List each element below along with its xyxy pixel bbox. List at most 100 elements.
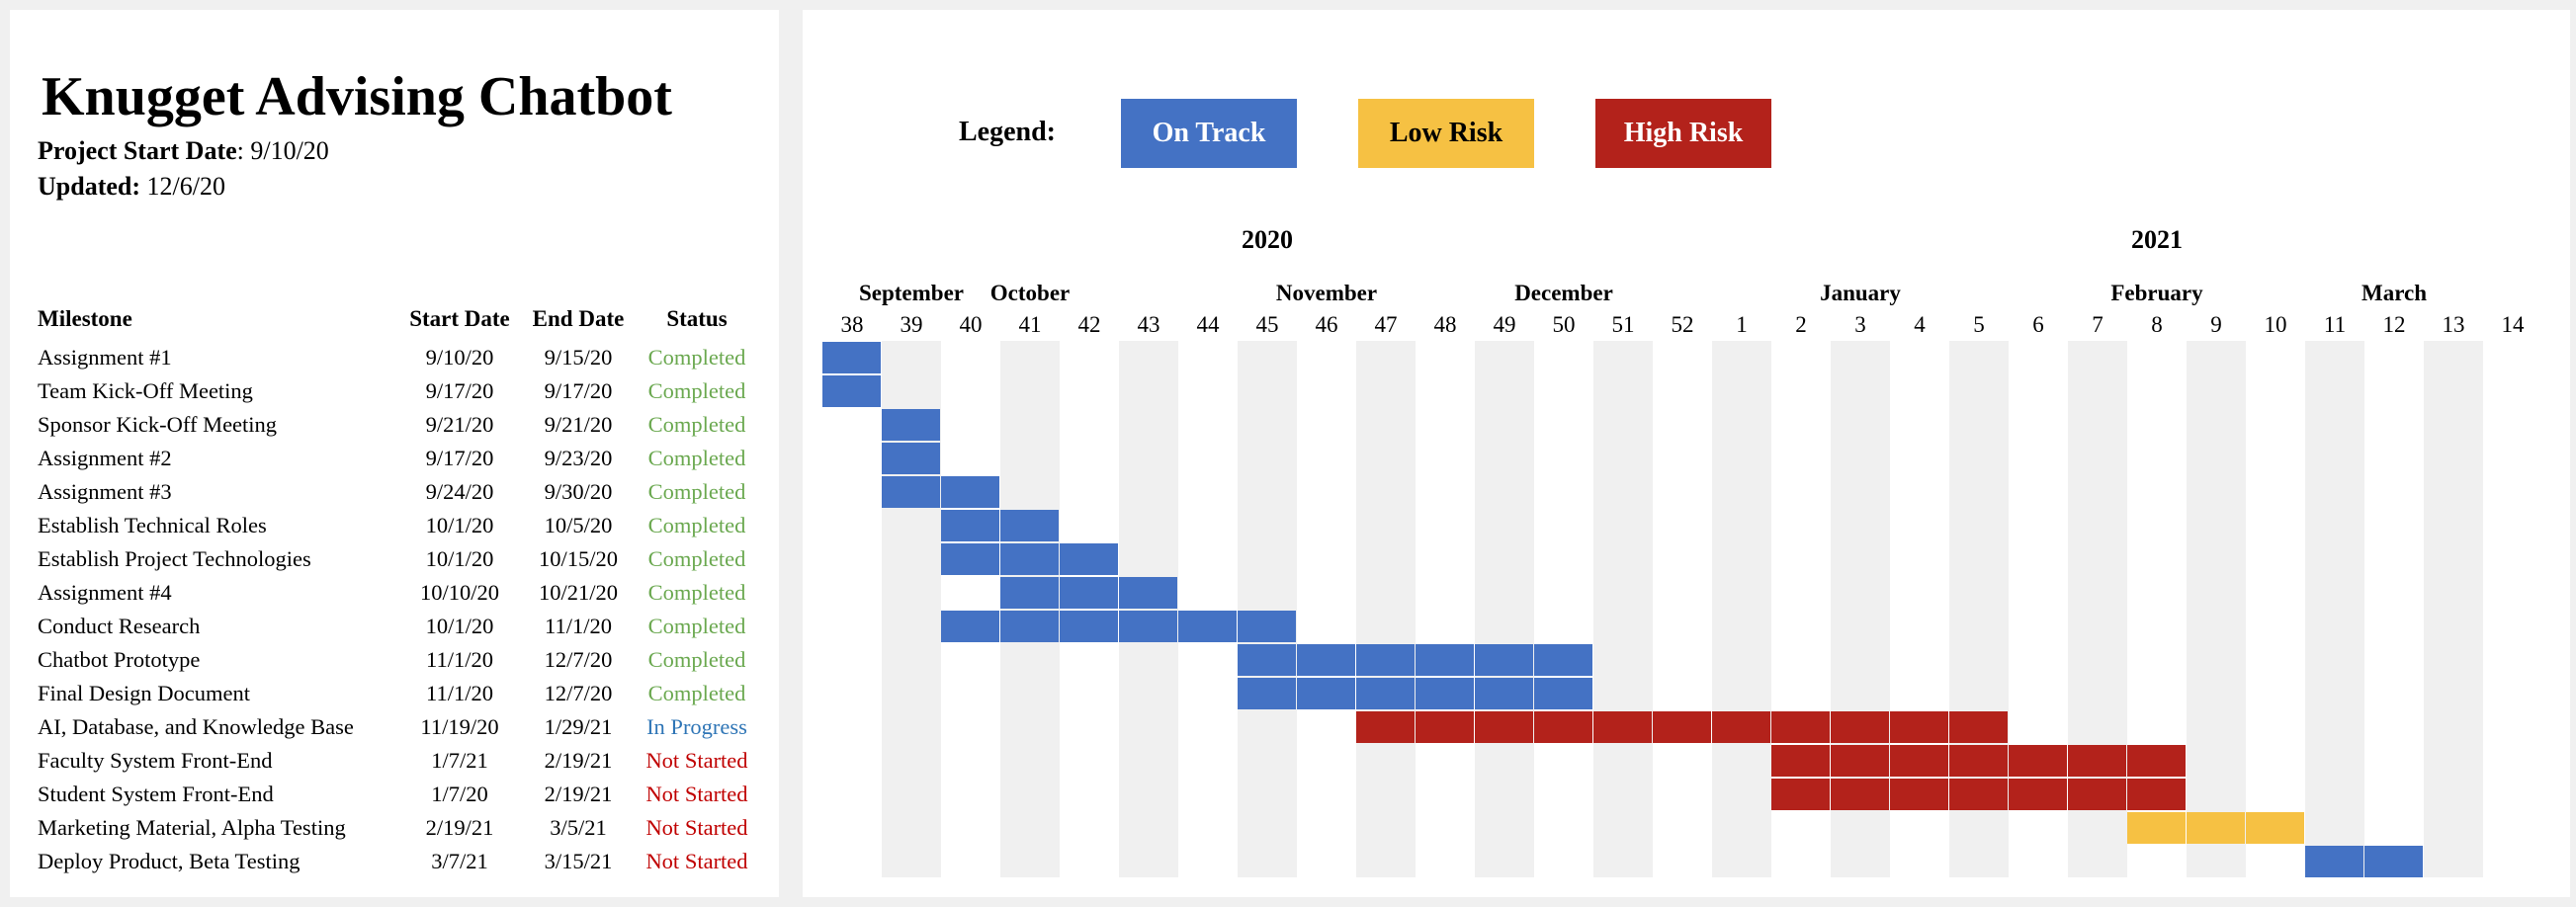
table-row: Establish Project Technologies 10/1/20 10/… — [0, 542, 779, 576]
week-label: 41 — [1019, 312, 1042, 337]
gantt-bar-segment — [2127, 812, 2186, 844]
month-label: November — [1276, 281, 1377, 305]
gantt-bar-segment — [1060, 611, 1118, 642]
gantt-bar-segment — [1000, 543, 1059, 575]
gantt-bar-segment — [2127, 779, 2186, 810]
milestone-start-date: 10/1/20 — [425, 546, 494, 571]
gantt-bar-segment — [1356, 678, 1415, 709]
table-row: Student System Front-End 1/7/20 2/19/21 Not… — [0, 778, 779, 811]
milestone-start-date: 1/7/21 — [431, 748, 488, 773]
milestone-name: Assignment #3 — [38, 479, 172, 504]
milestone-start-date: 11/19/20 — [420, 714, 499, 739]
gantt-bar-segment — [1475, 644, 1533, 676]
milestone-name: Assignment #4 — [38, 580, 172, 605]
gantt-bar-segment — [1238, 644, 1296, 676]
gantt-bar-segment — [2246, 812, 2304, 844]
milestone-start-date: 11/1/20 — [426, 681, 493, 705]
week-label: 45 — [1256, 312, 1279, 337]
gantt-bar-segment — [2009, 779, 2067, 810]
week-column-stripe — [1356, 341, 1416, 877]
week-label: 5 — [1973, 312, 1985, 337]
milestone-end-date: 10/21/20 — [538, 580, 618, 605]
gantt-bar-segment — [1949, 779, 2008, 810]
table-row: Assignment #4 10/10/20 10/21/20 Completed — [0, 576, 779, 610]
gantt-bar-segment — [941, 476, 999, 508]
table-row: Team Kick-Off Meeting 9/17/20 9/17/20 Compl… — [0, 374, 779, 408]
gantt-bar-segment — [2187, 812, 2245, 844]
week-label: 8 — [2151, 312, 2163, 337]
gantt-bar-segment — [882, 476, 940, 508]
milestone-start-date: 11/1/20 — [426, 647, 493, 672]
week-label: 3 — [1854, 312, 1866, 337]
table-row: AI, Database, and Knowledge Base 11/19/20… — [0, 710, 779, 744]
gantt-bar-segment — [1949, 745, 2008, 777]
month-label: March — [2361, 281, 2427, 305]
week-label: 2 — [1795, 312, 1807, 337]
project-updated-date: Updated: 12/6/20 — [38, 172, 225, 202]
milestone-name: Assignment #2 — [38, 446, 172, 470]
month-label: January — [1820, 281, 1901, 305]
week-label: 13 — [2443, 312, 2465, 337]
milestone-end-date: 9/21/20 — [544, 412, 613, 437]
gantt-bar-segment — [1831, 711, 1889, 743]
table-row: Final Design Document 11/1/20 12/7/20 Compl… — [0, 677, 779, 710]
week-column-stripe — [2187, 341, 2246, 877]
table-row: Chatbot Prototype 11/1/20 12/7/20 Completed — [0, 643, 779, 677]
milestone-end-date: 9/15/20 — [544, 345, 613, 370]
gantt-bar-segment — [1000, 510, 1059, 541]
table-row: Conduct Research 10/1/20 11/1/20 Completed — [0, 610, 779, 643]
gantt-bar-segment — [1416, 644, 1474, 676]
week-label: 4 — [1914, 312, 1926, 337]
milestone-status: Completed — [647, 479, 746, 504]
gantt-bar-segment — [1297, 644, 1355, 676]
week-label: 14 — [2502, 312, 2526, 337]
milestone-status: Completed — [647, 614, 746, 638]
year-label: 2021 — [2131, 225, 2183, 254]
milestone-name: Team Kick-Off Meeting — [38, 378, 253, 403]
week-label: 49 — [1494, 312, 1516, 337]
gantt-bar-segment — [1534, 711, 1592, 743]
gantt-bar-segment — [1653, 711, 1711, 743]
week-column-stripe — [1000, 341, 1060, 877]
table-row: Establish Technical Roles 10/1/20 10/5/20 C… — [0, 509, 779, 542]
table-row: Faculty System Front-End 1/7/21 2/19/21 Not… — [0, 744, 779, 778]
project-start-value: : 9/10/20 — [236, 136, 329, 165]
week-column-stripe — [2305, 341, 2364, 877]
week-label: 9 — [2210, 312, 2222, 337]
month-label: October — [990, 281, 1070, 305]
milestone-name: Deploy Product, Beta Testing — [38, 849, 301, 873]
gantt-bar-segment — [1534, 678, 1592, 709]
header-status: Status — [666, 306, 728, 331]
header-start-date: Start Date — [409, 306, 510, 331]
milestone-start-date: 9/10/20 — [425, 345, 494, 370]
milestone-name: Final Design Document — [38, 681, 250, 705]
gantt-bar-segment — [1119, 611, 1177, 642]
week-column-stripe — [1238, 341, 1297, 877]
milestone-start-date: 9/17/20 — [425, 378, 494, 403]
milestone-start-date: 10/1/20 — [425, 614, 494, 638]
week-label: 12 — [2383, 312, 2406, 337]
milestone-end-date: 12/7/20 — [544, 681, 613, 705]
week-label: 46 — [1316, 312, 1338, 337]
week-label: 10 — [2265, 312, 2287, 337]
gantt-bar-segment — [2009, 745, 2067, 777]
milestone-end-date: 12/7/20 — [544, 647, 613, 672]
gantt-bar-segment — [2068, 745, 2126, 777]
milestone-table-panel — [10, 10, 779, 897]
month-label: February — [2110, 281, 2203, 305]
milestone-name: Assignment #1 — [38, 345, 172, 370]
milestone-status: Completed — [647, 681, 746, 705]
week-label: 44 — [1197, 312, 1221, 337]
milestone-status: Completed — [647, 546, 746, 571]
milestone-status: Completed — [647, 580, 746, 605]
milestone-end-date: 9/30/20 — [544, 479, 613, 504]
gantt-bar-segment — [1356, 711, 1415, 743]
gantt-bar-segment — [822, 375, 881, 407]
gantt-bar-segment — [1297, 678, 1355, 709]
gantt-bar-segment — [941, 543, 999, 575]
milestone-status: Completed — [647, 446, 746, 470]
week-label: 1 — [1736, 312, 1748, 337]
gantt-bar-segment — [1060, 543, 1118, 575]
week-label: 7 — [2092, 312, 2104, 337]
